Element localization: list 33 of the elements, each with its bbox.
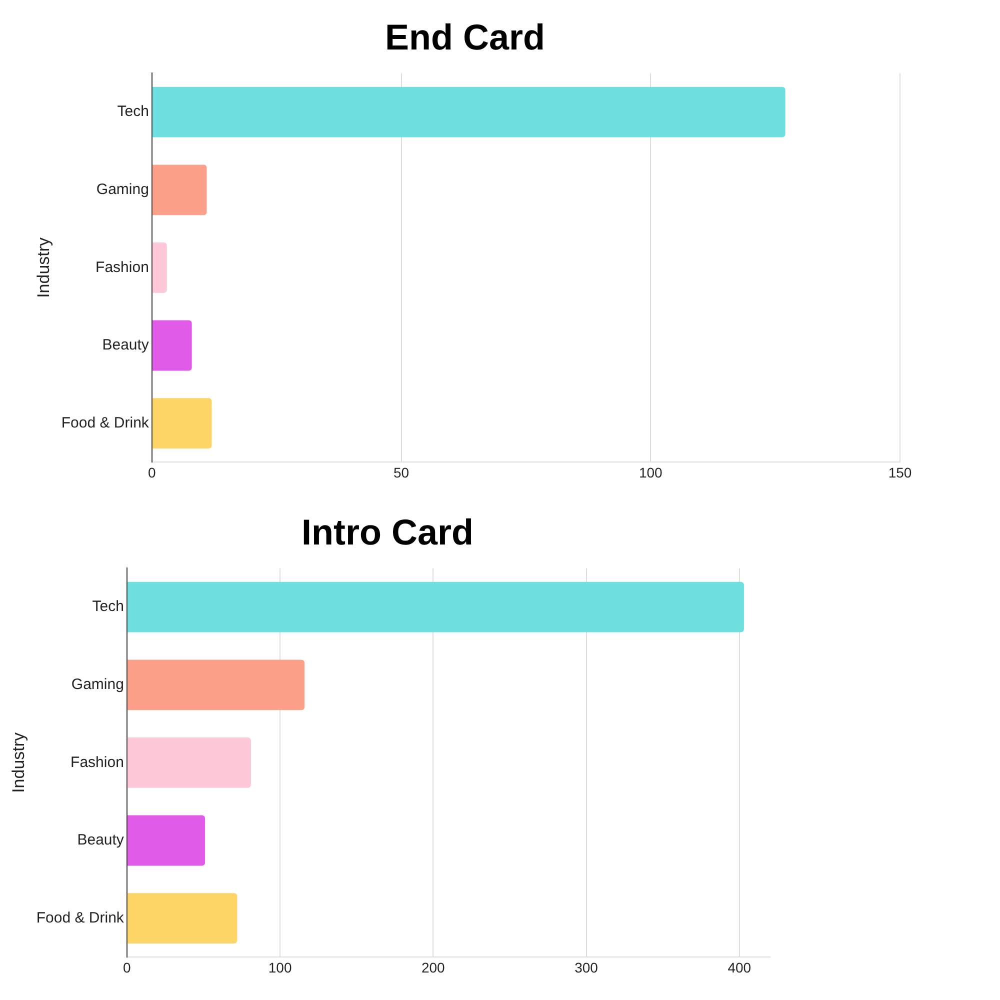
y-axis-title: Industry [8,732,28,793]
x-tick-label: 0 [123,959,132,976]
y-tick-label: Fashion [96,258,149,276]
y-tick-label: Beauty [77,832,124,849]
x-tick-label: 300 [574,959,598,976]
bar [127,737,251,788]
x-tick-label: 200 [421,959,446,976]
bar [152,320,192,371]
x-tick-label: 50 [394,464,410,480]
bar [127,815,206,866]
bar [127,893,238,944]
bar [152,164,207,216]
y-axis-title: Industry [34,236,53,298]
chart-title: Intro Card [301,512,474,553]
y-tick-label: Food & Drink [61,414,150,432]
bar [127,582,744,632]
y-tick-label: Beauty [102,336,150,354]
y-tick-label: Fashion [70,754,124,771]
x-tick-label: 100 [268,959,292,976]
bar [152,398,212,449]
x-tick-label: 150 [888,464,912,480]
x-tick-label: 100 [638,464,663,480]
y-tick-label: Tech [117,103,149,120]
y-tick-label: Gaming [96,181,149,198]
x-tick-label: 0 [148,464,156,480]
bar [127,660,305,710]
y-tick-label: Gaming [71,676,124,694]
chart-title: End Card [384,16,546,58]
y-tick-label: Food & Drink [36,909,124,926]
x-tick-label: 400 [728,959,752,976]
bar [152,242,167,293]
bar [152,86,786,138]
y-tick-label: Tech [92,598,124,616]
